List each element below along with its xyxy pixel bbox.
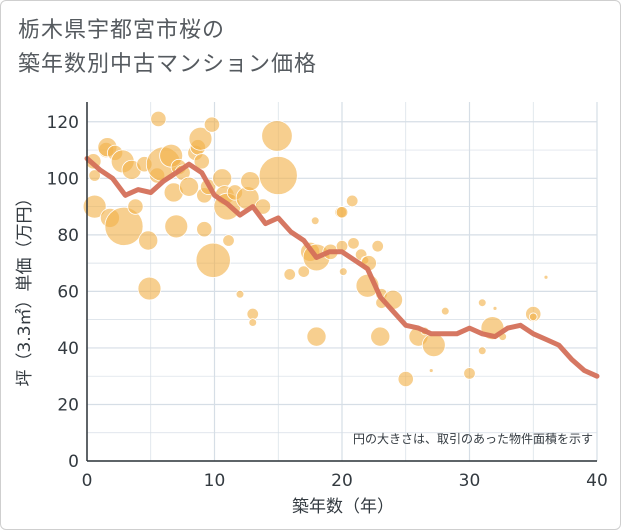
bubble-point: [138, 230, 159, 251]
bubble-point: [258, 155, 298, 195]
tick-labels: 0 10 20 30 40 0 20 40 60 80 100 120: [47, 113, 608, 491]
y-tick-label: 80: [57, 226, 79, 246]
average-price-line: [84, 156, 600, 379]
bubble-layer: [82, 110, 549, 388]
bubble-point: [235, 289, 245, 299]
chart-title-line-2: 築年数別中古マンション価格: [18, 52, 318, 77]
trend-line-layer: [84, 156, 600, 379]
bubble-point: [203, 116, 221, 133]
bubble-point: [528, 312, 538, 322]
y-tick-label: 60: [57, 282, 79, 302]
bubble-point: [104, 206, 144, 246]
bubble-point: [137, 276, 162, 301]
bubble-point: [397, 370, 414, 388]
chart-title: 栃木県宇都宮市桜の 築年数別中古マンション価格: [18, 14, 317, 82]
bubble-point: [346, 194, 359, 208]
axes: [86, 102, 597, 462]
bubble-point: [371, 239, 384, 253]
y-tick-label: 20: [57, 395, 79, 415]
bubble-point: [477, 346, 487, 356]
bubble-size-note: 円の大きさは、取引のあった物件面積を示す: [353, 431, 593, 446]
y-axis-label: 坪（3.3㎡）単価（万円）: [15, 189, 35, 386]
bubble-point: [335, 206, 349, 219]
bubble-point: [246, 307, 259, 321]
x-tick-label: 40: [586, 471, 608, 491]
bubble-point: [492, 305, 498, 311]
bubble-point: [193, 153, 210, 170]
x-tick-label: 20: [331, 471, 353, 491]
x-axis-label: 築年数（年）: [292, 497, 394, 517]
bubble-point: [222, 234, 235, 247]
bubble-point: [428, 368, 434, 373]
bubble-point: [477, 298, 487, 308]
bubble-point: [164, 214, 189, 239]
bubble-point: [248, 318, 258, 327]
bubble-point: [306, 326, 327, 347]
y-tick-label: 120: [47, 113, 79, 133]
bubble-point: [212, 168, 233, 189]
bubble-point: [88, 169, 101, 182]
bubble-point: [370, 326, 391, 347]
bubble-point: [297, 265, 310, 278]
bubble-point: [150, 110, 167, 128]
y-tick-label: 0: [68, 452, 79, 472]
bubble-point: [127, 198, 144, 215]
bubble-point: [310, 216, 320, 226]
chart-title-line-1: 栃木県宇都宮市桜の: [18, 18, 226, 43]
bubble-point: [178, 176, 199, 197]
bubble-point: [338, 267, 348, 276]
bubble-point: [240, 171, 261, 192]
bubble-point: [283, 268, 296, 281]
x-tick-label: 30: [459, 471, 481, 491]
bubble-point: [440, 306, 450, 316]
bubble-point: [463, 367, 476, 380]
x-tick-label: 10: [204, 471, 226, 491]
bubble-point: [195, 242, 231, 278]
bubble-point: [421, 333, 446, 358]
bubble-point: [543, 274, 549, 280]
bubble-point: [188, 126, 213, 151]
bubble-point: [347, 237, 360, 250]
x-tick-label: 0: [82, 471, 93, 491]
y-tick-label: 100: [47, 169, 79, 189]
bubble-point: [82, 194, 107, 219]
bubble-point: [196, 221, 213, 238]
y-tick-label: 40: [57, 339, 79, 359]
bubble-point: [261, 120, 293, 152]
